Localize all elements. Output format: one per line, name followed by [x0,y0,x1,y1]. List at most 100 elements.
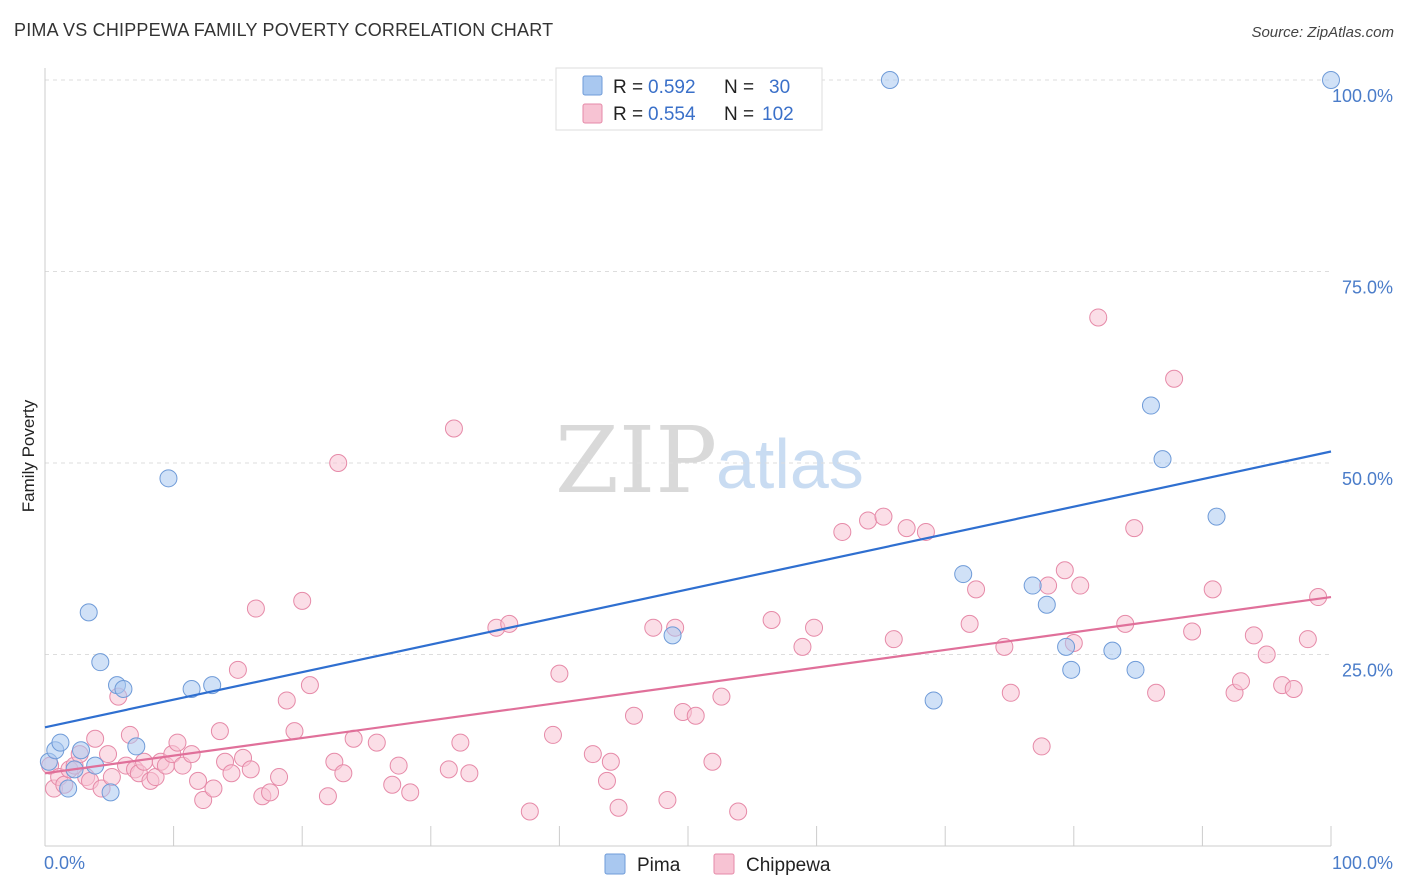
chippewa-point [729,802,748,821]
chippewa-point [189,771,208,790]
chippewa-point [1001,683,1020,702]
chippewa-point [960,614,979,633]
chippewa-point [1257,645,1276,664]
legend-r-value-pima: 0.592 [648,77,696,98]
watermark-zip: ZIP [555,407,717,514]
chippewa-point [293,591,312,610]
chippewa-point [277,691,296,710]
pima-point [1207,507,1226,526]
chippewa-point [401,783,420,802]
y-tick-labels: 25.0% 50.0% 75.0% 100.0% [1332,86,1393,681]
data-points [39,71,1340,821]
chippewa-point [644,618,663,637]
pima-point [1037,595,1056,614]
pima-point [101,783,120,802]
pima-point [1057,637,1076,656]
legend-n-value-chippewa: 102 [762,104,794,125]
legend-swatch-chippewa [582,103,603,124]
y-axis-label: Family Poverty [19,399,38,512]
chippewa-trend-line [44,595,1332,775]
chippewa-point [246,599,265,618]
pima-point [1322,71,1340,89]
y-tick-label: 25.0% [1342,661,1393,681]
chippewa-point [967,580,986,599]
grid [45,79,1331,655]
x-ticks [44,826,1332,846]
chippewa-point [1089,308,1108,327]
chippewa-point [1165,369,1184,388]
chippewa-point [793,637,812,656]
chippewa-point [1284,679,1303,698]
chippewa-point [204,779,223,798]
y-tick-label: 50.0% [1342,469,1393,489]
bottom-legend-label-pima: Pima [637,855,681,876]
chippewa-point [194,791,213,810]
chippewa-point [1244,626,1263,645]
chippewa-point [300,676,319,695]
chippewa-point [762,611,781,630]
chippewa-point [334,764,353,783]
chippewa-point [1125,519,1144,538]
chippewa-point [874,507,893,526]
chippewa-point [285,722,304,741]
chippewa-point [318,787,337,806]
chippewa-point [102,768,121,787]
chippewa-point [1039,576,1058,595]
watermark-atlas: atlas [716,425,864,503]
legend-n-value-pima: 30 [769,77,790,98]
chippewa-point [712,687,731,706]
pima-point [59,779,78,798]
pima-point [663,626,682,645]
pima-point [954,565,973,584]
chippewa-point [658,791,677,810]
chippewa-point [367,733,386,752]
chippewa-point [210,722,229,741]
pima-point [924,691,943,710]
chippewa-point [261,783,280,802]
chippewa-point [1147,683,1166,702]
chippewa-point [222,764,241,783]
chippewa-point [1203,580,1222,599]
chippewa-point [1071,576,1090,595]
chippewa-point [884,630,903,649]
pima-point [182,679,201,698]
chippewa-point [833,522,852,541]
chippewa-point [1055,561,1074,580]
chippewa-point [329,454,348,472]
legend-swatch-pima [582,75,603,96]
chippewa-point [86,729,105,748]
chippewa-point [451,733,470,752]
chippewa-point [686,706,705,725]
y-tick-label: 100.0% [1332,86,1393,106]
chippewa-point [520,802,539,821]
pima-point [1023,576,1042,595]
bottom-legend-swatch-chippewa [713,853,735,875]
chippewa-point [383,775,402,794]
chippewa-point [583,745,602,764]
pima-point [1103,641,1122,660]
pima-point [79,603,98,622]
pima-point [1153,450,1172,469]
legend-n-label-chippewa: N = [724,104,754,125]
pima-point [127,737,146,756]
chippewa-point [135,752,154,771]
chippewa-point [439,760,458,779]
x-tick-label-max: 100.0% [1332,853,1393,873]
chippewa-point [1298,630,1317,649]
chippewa-point [703,752,722,771]
pima-point [159,469,178,488]
pima-point [51,733,70,752]
pima-trend-line [44,450,1332,729]
legend-r-value-chippewa: 0.554 [648,104,696,125]
pima-point [91,653,110,672]
chippewa-point [601,752,620,771]
chippewa-point [168,733,187,752]
chippewa-point [270,768,289,787]
chippewa-point [805,618,824,637]
chippewa-point [228,660,247,679]
bottom-legend-swatch-pima [604,853,626,875]
chippewa-point [597,771,616,790]
pima-point [880,71,899,89]
chippewa-point [99,745,118,764]
y-tick-label: 75.0% [1342,278,1393,298]
